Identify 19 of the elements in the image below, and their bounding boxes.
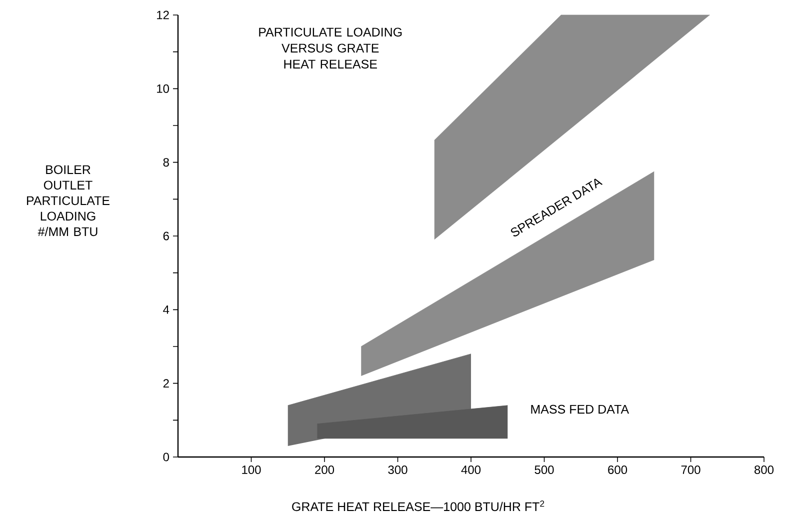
y-tick-label: 6 [163, 232, 169, 240]
y-tick-label: 0 [163, 452, 170, 462]
x-tick-label: 500 [534, 466, 554, 474]
y-tick-label: 12 [157, 10, 169, 20]
x-tick-label: 100 [242, 466, 261, 474]
annotation: MASS FED DATA [531, 404, 630, 414]
y-axis-title: BOILER OUTLET PARTICULATE LOADING #/MM BTU [27, 165, 110, 236]
y-tick-label: 4 [163, 306, 170, 314]
y-tick-label: 8 [163, 158, 169, 167]
x-tick-label: 800 [754, 466, 774, 474]
x-axis-title: GRATE HEAT RELEASE—1000 BTU/HR FT$^{2}$ [292, 500, 544, 512]
x-tick-label: 600 [608, 466, 628, 474]
text: PARTICULATE LOADING VERSUS GRATE HEAT RELEASE [259, 28, 402, 69]
x-tick-label: 700 [681, 466, 700, 474]
x-tick-label: 400 [461, 466, 481, 474]
y-tick-label: 10 [157, 84, 170, 93]
x-tick-label: 300 [388, 466, 408, 474]
y-tick-label: 2 [163, 379, 169, 388]
x-tick-label: 200 [315, 466, 334, 474]
